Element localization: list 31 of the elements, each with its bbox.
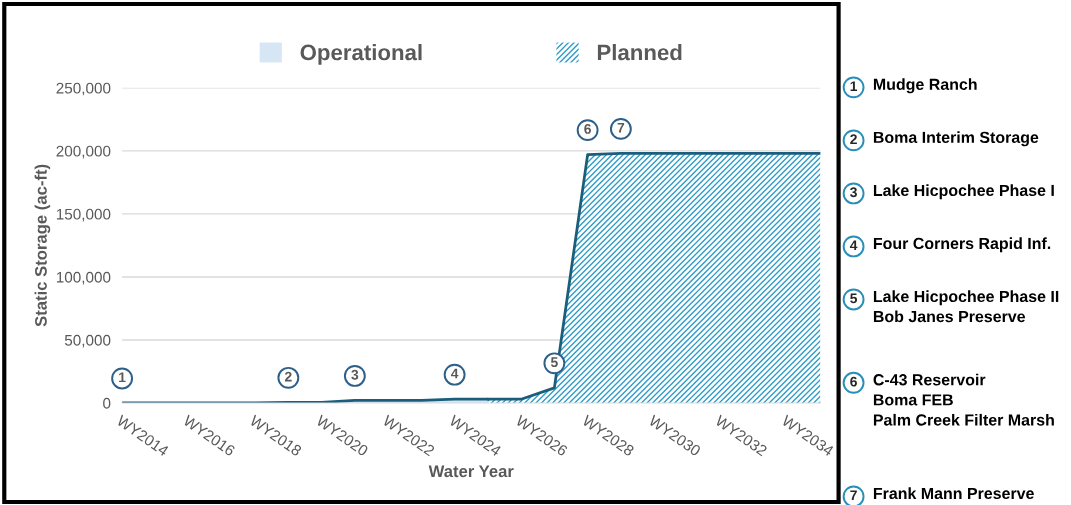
y-tick-label: 250,000 xyxy=(56,82,111,96)
annotation: 5 xyxy=(550,357,558,368)
text: 4 xyxy=(849,240,858,251)
text: Mudge Ranch xyxy=(873,78,977,94)
text: Frank Mann Preserve xyxy=(873,487,1034,500)
annotation: 6 xyxy=(584,124,591,134)
y-tick-label: 0 xyxy=(103,397,111,409)
x-axis-title: Water Year xyxy=(428,465,514,478)
y-tick-label: 150,000 xyxy=(56,208,111,222)
text: Lake Hicpochee Phase I xyxy=(873,184,1054,200)
legend-label: Operational xyxy=(300,44,422,65)
y-tick-label: 50,000 xyxy=(64,334,111,348)
text: 7 xyxy=(850,490,857,501)
text: 1 xyxy=(850,81,858,91)
annotation: 2 xyxy=(284,371,292,382)
text: Lake Hicpochee Phase II Bob Janes Preserve xyxy=(873,290,1059,323)
legend-label: Planned xyxy=(597,44,682,61)
text: 5 xyxy=(850,293,858,304)
annotation: 4 xyxy=(450,368,459,379)
y-tick-label: 100,000 xyxy=(56,271,111,285)
text: 3 xyxy=(850,187,857,198)
annotation: 1 xyxy=(119,372,126,383)
annotation: 3 xyxy=(351,369,359,380)
text: C-43 Reservoir Boma FEB Palm Creek Filter Marsh xyxy=(873,373,1054,426)
text: Four Corners Rapid Inf. xyxy=(873,237,1051,253)
y-tick-label: 200,000 xyxy=(56,145,111,159)
annotation: 7 xyxy=(617,122,625,133)
text: Boma Interim Storage xyxy=(873,131,1039,147)
y-axis-title: Static Storage (ac-ft) xyxy=(34,164,51,327)
text: 6 xyxy=(850,376,857,387)
text: 2 xyxy=(850,134,857,144)
